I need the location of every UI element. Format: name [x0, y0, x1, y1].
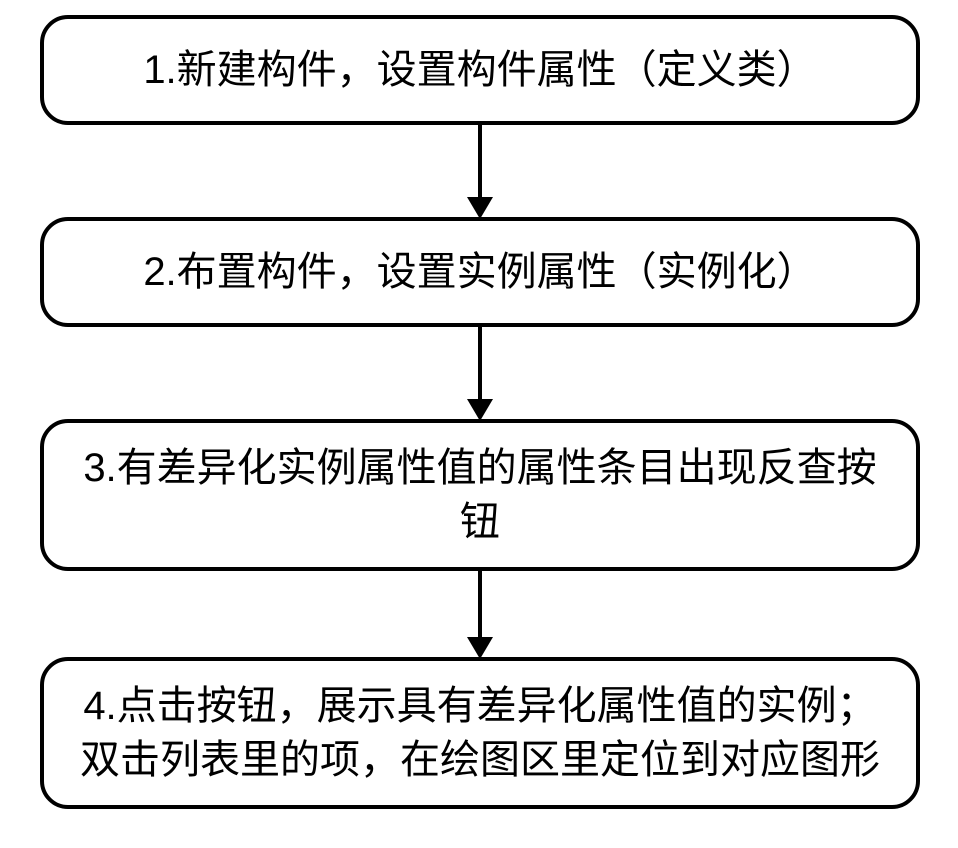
flow-node-3: 3.有差异化实例属性值的属性条目出现反查按钮	[40, 419, 920, 571]
flow-node-4: 4.点击按钮，展示具有差异化属性值的实例；双击列表里的项，在绘图区里定位到对应图…	[40, 657, 920, 809]
arrow-head-icon	[467, 197, 493, 219]
flow-node-4-label: 4.点击按钮，展示具有差异化属性值的实例；双击列表里的项，在绘图区里定位到对应图…	[74, 679, 886, 787]
flow-node-2-label: 2.布置构件，设置实例属性（实例化）	[143, 245, 816, 299]
flow-node-1-label: 1.新建构件，设置构件属性（定义类）	[143, 43, 816, 97]
flow-node-1: 1.新建构件，设置构件属性（定义类）	[40, 15, 920, 125]
flow-node-2: 2.布置构件，设置实例属性（实例化）	[40, 217, 920, 327]
flow-node-3-label: 3.有差异化实例属性值的属性条目出现反查按钮	[74, 441, 886, 549]
arrow-head-icon	[467, 637, 493, 659]
flowchart-container: 1.新建构件，设置构件属性（定义类） 2.布置构件，设置实例属性（实例化） 3.…	[40, 15, 920, 809]
flow-arrow-3	[40, 571, 920, 657]
arrow-head-icon	[467, 399, 493, 421]
flow-arrow-1	[40, 125, 920, 217]
flow-arrow-2	[40, 327, 920, 419]
